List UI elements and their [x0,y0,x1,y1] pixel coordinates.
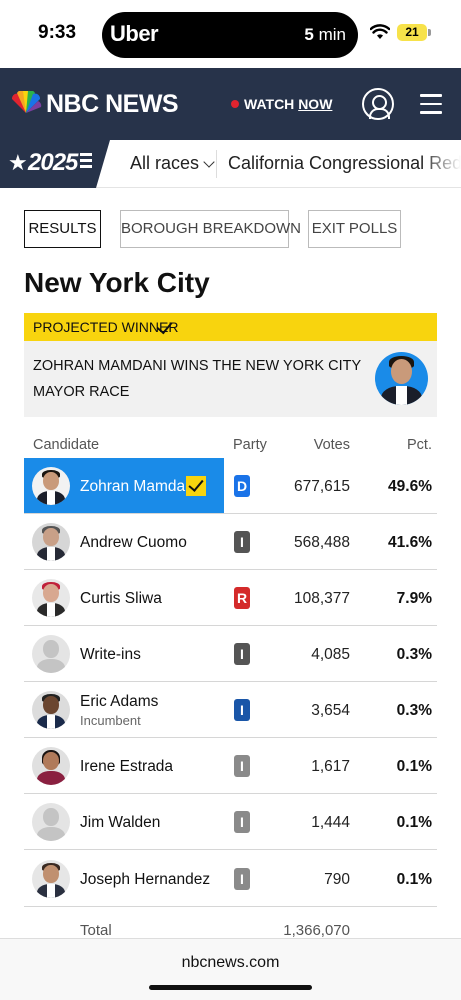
vote-count: 1,617 [311,758,350,775]
all-races-dropdown[interactable]: All races [130,153,215,174]
placeholder-avatar-icon [32,635,70,673]
hamburger-menu-icon[interactable] [420,94,442,114]
vote-percent: 0.1% [396,814,432,831]
status-time: 9:33 [38,22,77,43]
vote-percent: 0.1% [396,871,432,888]
candidate-name: Irene Estrada [80,758,174,775]
table-row[interactable]: Irene Estrada I 1,617 0.1% [24,738,437,794]
results-table-header: Candidate Party Votes Pct. [24,434,437,458]
dynamic-island[interactable]: Uber 5 min [102,12,358,58]
nbc-news-logo[interactable]: NBC NEWS [46,90,179,118]
vote-percent: 41.6% [388,534,432,551]
candidate-avatar [32,747,70,785]
candidate-avatar [32,860,70,898]
nav-item-california-redistricting[interactable]: California Congressional Redistricting [228,153,461,174]
vote-percent: 0.1% [396,758,432,775]
placeholder-avatar-icon [32,803,70,841]
home-indicator[interactable] [149,985,312,990]
candidate-name: Zohran Mamdani [80,478,198,495]
total-label: Total [80,922,112,939]
candidate-avatar [32,467,70,505]
projected-winner-banner: PROJECTED WINNER [24,313,437,341]
election-2025-badge[interactable]: ★ 2025 [0,140,110,188]
table-row[interactable]: Write-ins I 4,085 0.3% [24,626,437,682]
election-nav: ★ 2025 All races California Congressiona… [0,140,461,188]
party-badge: D [234,475,250,497]
candidate-name: Andrew Cuomo [80,534,187,551]
vote-count: 568,488 [293,534,350,551]
table-row[interactable]: Joseph Hernandez I 790 0.1% [24,851,437,907]
tab-borough-breakdown[interactable]: BOROUGH BREAKDOWN [120,210,301,248]
flag-stripes-icon [80,153,92,171]
status-bar: 9:33 Uber 5 min 21 [0,0,461,68]
table-row[interactable]: Jim Walden I 1,444 0.1% [24,794,437,850]
vote-percent: 0.3% [396,646,432,663]
party-badge: I [234,868,250,890]
candidate-name: Joseph Hernandez [80,871,211,888]
winner-avatar [375,352,428,405]
candidate-name: Curtis Sliwa [80,590,162,607]
chevron-down-icon [203,156,215,168]
watch-now-link[interactable]: WATCH NOW [231,96,332,112]
vote-count: 677,615 [293,478,350,495]
candidate-avatar [32,691,70,729]
vote-count: 790 [324,871,350,888]
nav-divider [216,150,217,178]
site-header: NBC NEWS WATCH NOW [0,68,461,140]
peacock-logo-icon[interactable] [10,91,42,115]
candidate-cell: Andrew Cuomo [24,514,224,569]
vote-count: 108,377 [293,590,350,607]
candidate-name: Write-ins [80,646,141,663]
table-row[interactable]: Eric Adams Incumbent I 3,654 0.3% [24,682,437,738]
party-badge: I [234,643,250,665]
live-dot-icon [231,100,239,108]
candidate-cell: Irene Estrada [24,738,224,793]
winner-check-icon [186,476,206,496]
total-votes: 1,366,070 [283,922,350,939]
candidate-avatar [32,523,70,561]
col-party: Party [233,437,267,453]
island-app-name: Uber [110,21,159,46]
party-badge: R [234,587,250,609]
candidate-cell: Curtis Sliwa [24,570,224,625]
candidate-cell: Eric Adams Incumbent [24,682,224,737]
table-row[interactable]: Zohran Mamdani D 677,615 49.6% [24,458,437,514]
incumbent-label: Incumbent [80,713,141,728]
wifi-icon [370,24,390,39]
vote-percent: 49.6% [388,478,432,495]
star-icon: ★ [8,150,28,175]
battery-icon: 21 [397,24,431,41]
party-badge: I [234,811,250,833]
candidate-name: Eric Adams [80,693,159,710]
candidate-cell: Write-ins [24,626,224,681]
candidate-cell: Zohran Mamdani [24,458,224,513]
browser-url-bar[interactable]: nbcnews.com [0,938,461,1000]
account-icon[interactable] [362,88,394,120]
vote-count: 1,444 [311,814,350,831]
party-badge: I [234,755,250,777]
winner-headline: ZOHRAN MAMDANI WINS THE NEW YORK CITY MA… [33,358,361,400]
url-text: nbcnews.com [181,954,280,971]
table-row[interactable]: Curtis Sliwa R 108,377 7.9% [24,570,437,626]
candidate-cell: Jim Walden [24,794,224,849]
tab-exit-polls[interactable]: EXIT POLLS [308,210,401,248]
page-title: New York City [24,267,210,298]
island-eta: 5 min [304,25,346,44]
candidate-cell: Joseph Hernandez [24,851,224,906]
party-badge: I [234,531,250,553]
vote-percent: 0.3% [396,702,432,719]
winner-announcement: ZOHRAN MAMDANI WINS THE NEW YORK CITY MA… [24,341,437,417]
table-row[interactable]: Andrew Cuomo I 568,488 41.6% [24,514,437,570]
col-votes: Votes [313,437,350,453]
candidate-avatar [32,579,70,617]
col-candidate: Candidate [33,437,100,453]
total-row: Total 1,366,070 [24,912,437,942]
vote-count: 4,085 [311,646,350,663]
vote-count: 3,654 [311,702,350,719]
candidate-name: Jim Walden [80,814,161,831]
vote-percent: 7.9% [396,590,432,607]
tab-results[interactable]: RESULTS [24,210,101,248]
party-badge: I [234,699,250,721]
col-pct: Pct. [407,437,432,453]
